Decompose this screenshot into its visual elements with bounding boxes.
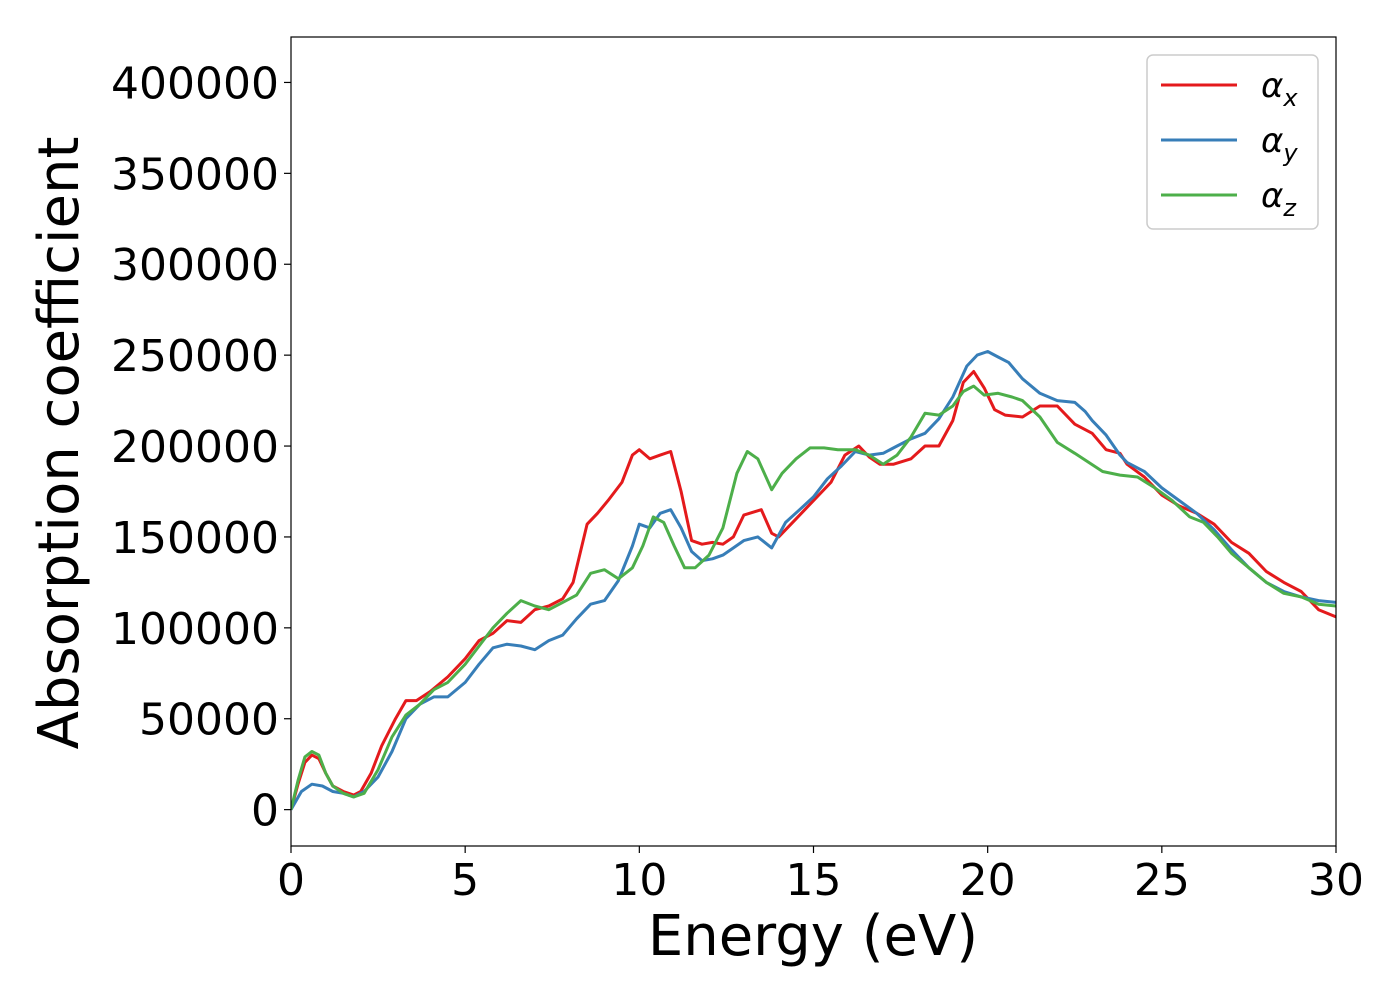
series-line-x [291, 370, 1336, 810]
legend-label-z: αz [1261, 176, 1297, 222]
y-tick-label: 350000 [111, 149, 279, 200]
y-tick-label: 300000 [111, 240, 279, 291]
x-axis-label: Energy (eV) [648, 904, 978, 969]
y-tick-label: 200000 [111, 422, 279, 473]
y-tick-label: 100000 [111, 604, 279, 655]
x-axis: 0 5 10 15 20 25 30 [277, 846, 1364, 906]
y-axis-label: Absorption coefficient [27, 137, 92, 750]
y-tick-label: 250000 [111, 331, 279, 382]
y-axis: 0 50000 100000 150000 200000 250000 300000 3500… [111, 58, 291, 837]
y-tick-label: 0 [251, 786, 279, 837]
legend-label-x: αx [1261, 66, 1298, 112]
y-tick-label: 50000 [139, 695, 279, 746]
x-tick-label: 25 [1134, 855, 1190, 906]
legend-box [1146, 54, 1319, 230]
series-line-y [291, 350, 1336, 811]
x-tick-label: 5 [451, 855, 479, 906]
x-tick-label: 15 [786, 855, 842, 906]
y-tick-label: 150000 [111, 513, 279, 564]
legend: αx αy αz [1146, 54, 1319, 230]
x-tick-label: 10 [611, 855, 667, 906]
x-tick-label: 20 [960, 855, 1016, 906]
x-tick-label: 30 [1308, 855, 1364, 906]
legend-label-y: αy [1261, 121, 1298, 167]
y-tick-label: 400000 [111, 58, 279, 109]
x-tick-label: 0 [277, 855, 305, 906]
series-line-z [291, 384, 1336, 810]
